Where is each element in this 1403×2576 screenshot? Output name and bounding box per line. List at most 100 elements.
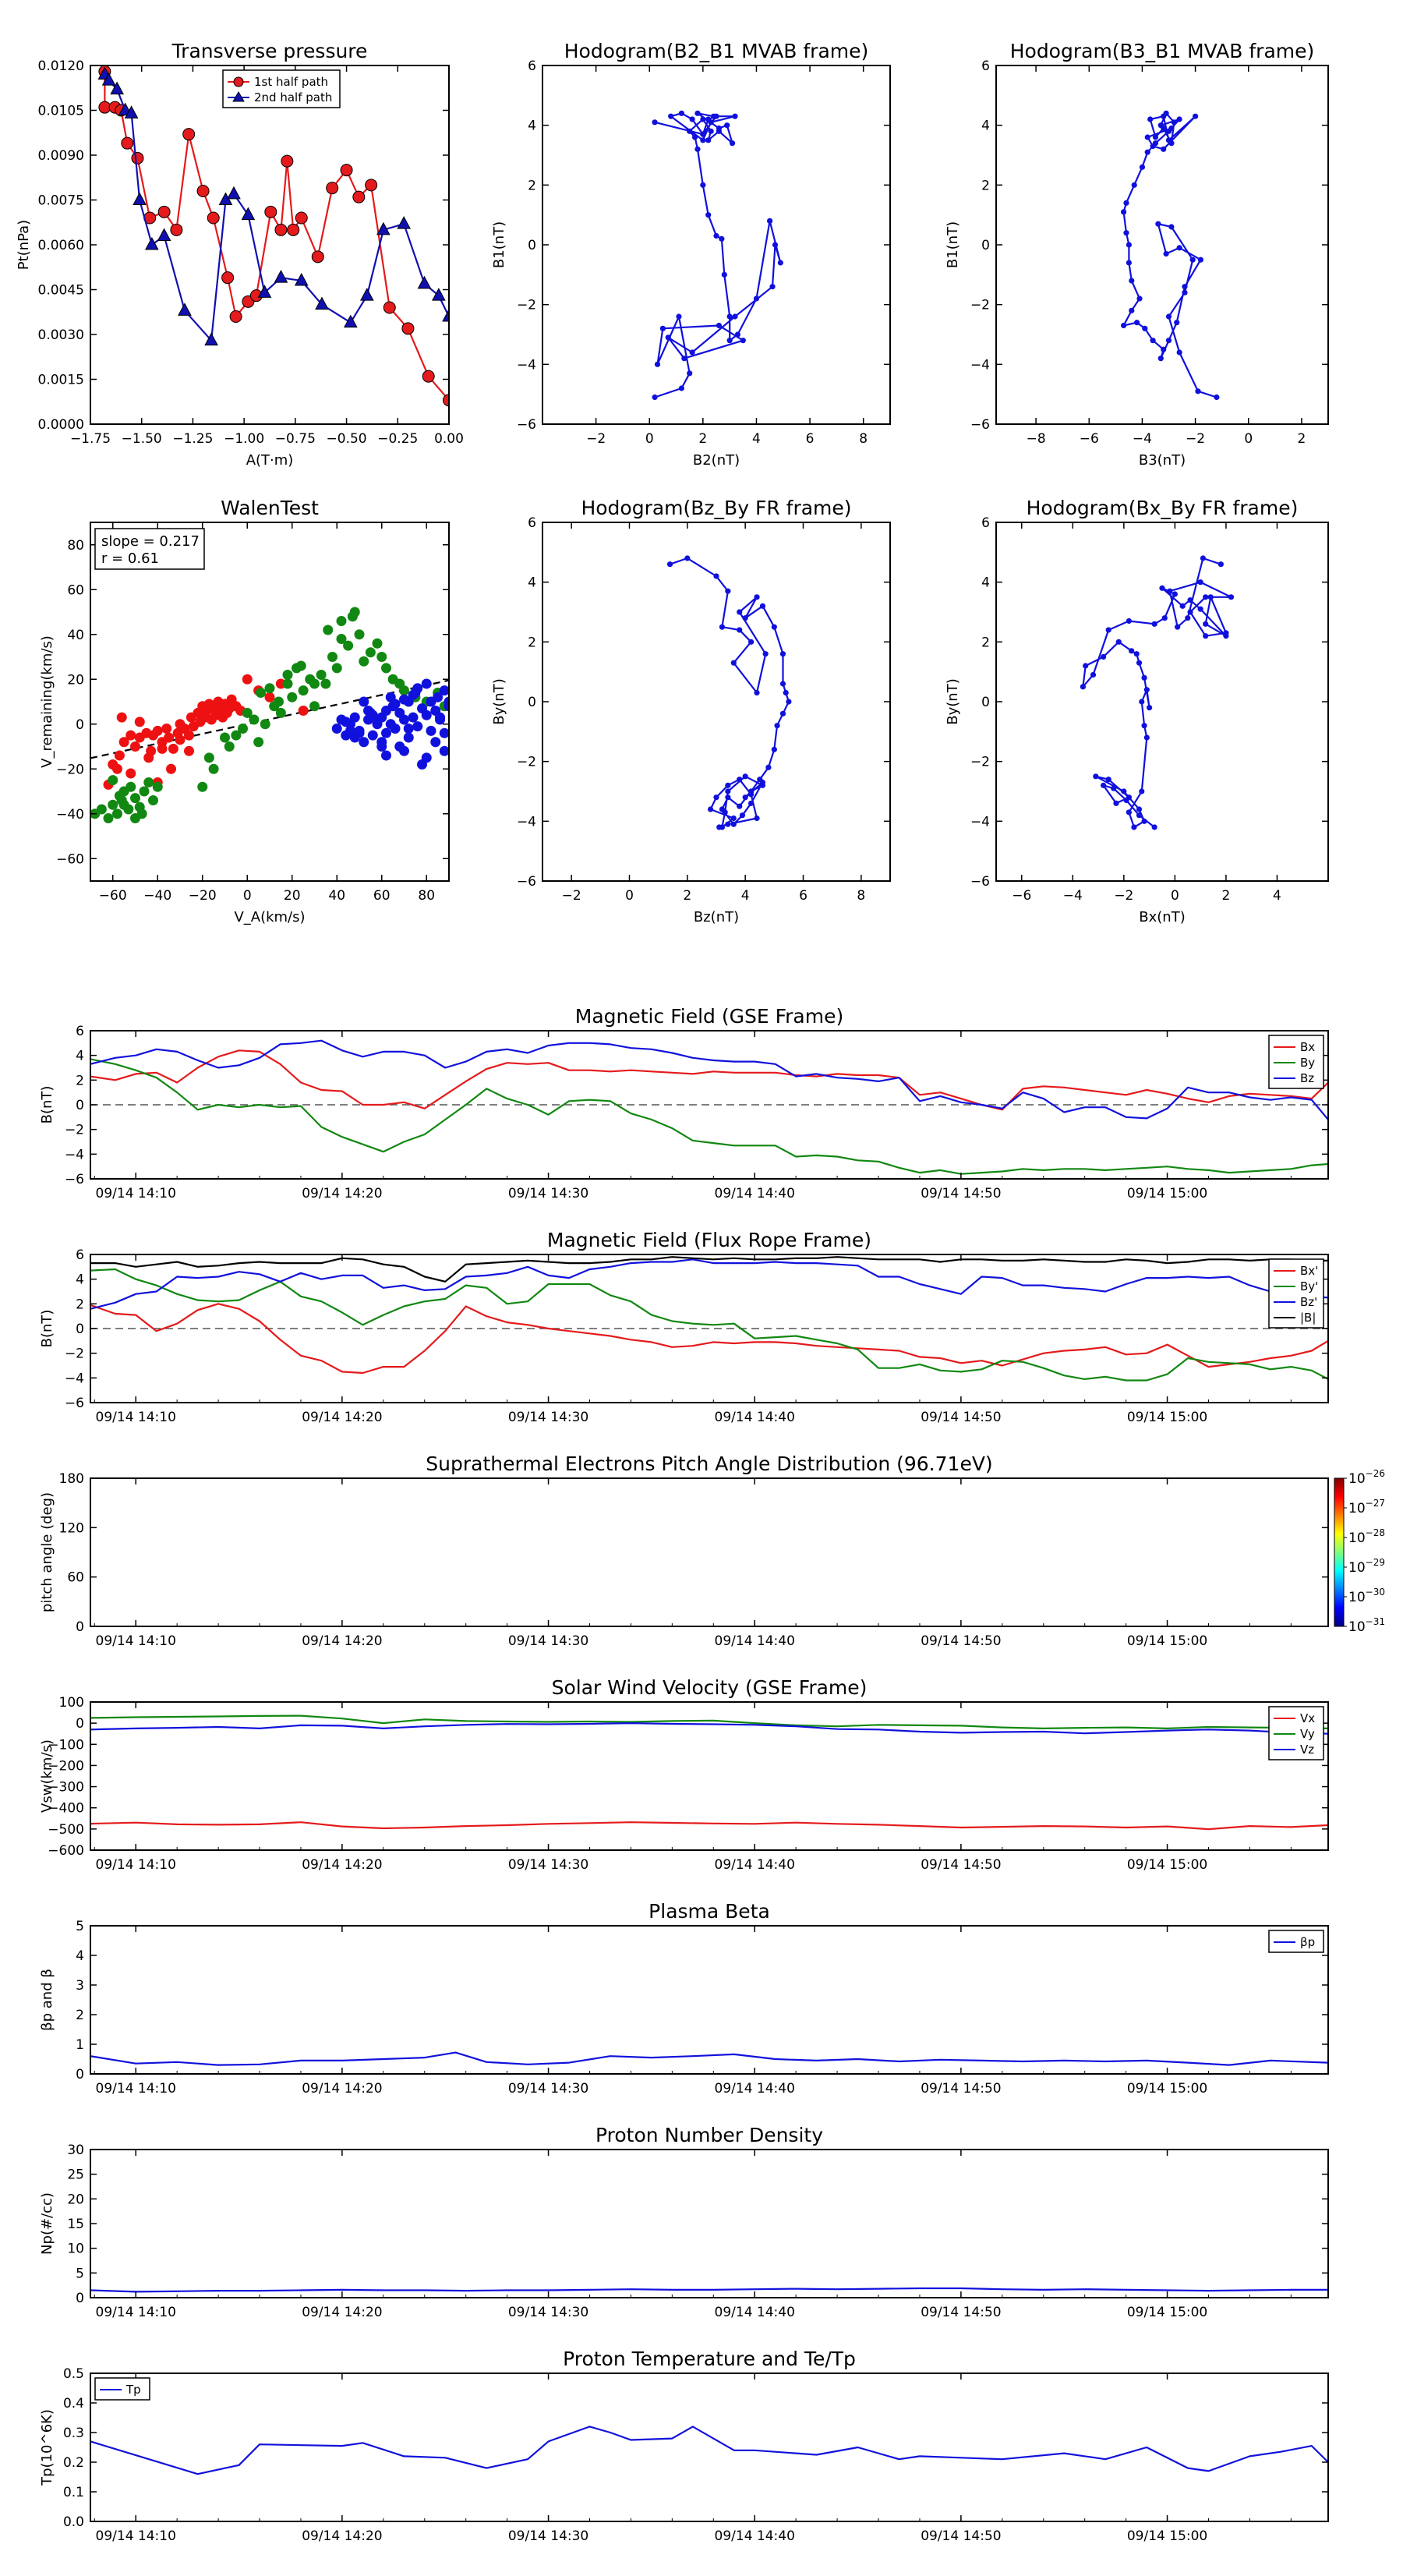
data-point	[1171, 119, 1177, 126]
data-point	[1126, 260, 1132, 266]
data-point	[666, 561, 673, 568]
series-bz-by	[666, 555, 792, 830]
x-tick-label: 09/14 14:50	[921, 1857, 1001, 1873]
data-point	[1131, 824, 1137, 830]
series-line	[90, 1049, 1328, 1111]
y-tick-label: −6	[65, 1172, 84, 1187]
data-point	[443, 394, 449, 407]
data-point	[166, 763, 176, 774]
data-point	[1157, 356, 1164, 362]
x-tick-label: 09/14 14:30	[508, 1410, 588, 1425]
y-axis-label: pitch angle (deg)	[39, 1492, 55, 1612]
data-point	[1151, 621, 1157, 627]
data-point	[777, 260, 783, 266]
x-tick-label: −2	[1186, 431, 1205, 447]
x-tick-label: −1.50	[122, 431, 162, 447]
x-tick-label: 0	[1244, 431, 1253, 447]
data-point	[1126, 809, 1132, 816]
data-point	[256, 688, 266, 698]
series-vz	[90, 1722, 1328, 1735]
data-point	[224, 741, 235, 752]
data-point	[1147, 116, 1154, 122]
data-point	[311, 250, 324, 264]
x-tick-label: 09/14 14:10	[96, 2081, 176, 2097]
y-tick-label: 20	[67, 672, 84, 688]
data-point	[1139, 699, 1145, 705]
x-tick-label: 0	[243, 888, 252, 904]
data-point	[444, 696, 449, 707]
data-point	[765, 764, 772, 770]
data-point	[1144, 149, 1150, 155]
data-point	[421, 678, 432, 689]
y-axis-label: V_remaining(km/s)	[39, 635, 55, 768]
data-point	[779, 681, 786, 687]
data-point	[168, 743, 178, 754]
data-point	[103, 813, 114, 823]
x-axis-label: B2(nT)	[693, 452, 740, 469]
x-tick-label: 09/14 14:20	[302, 1410, 382, 1425]
data-point	[130, 741, 140, 752]
data-point	[725, 788, 731, 794]
series-tp	[90, 2426, 1328, 2475]
data-point	[700, 182, 706, 188]
y-tick-label: 0	[528, 238, 536, 253]
data-point	[349, 712, 360, 723]
data-point	[242, 707, 253, 718]
data-point	[227, 186, 241, 200]
legend-label: By	[1300, 1056, 1315, 1070]
x-tick-label: −2	[586, 431, 606, 447]
data-point	[705, 137, 712, 143]
data-point	[157, 743, 168, 754]
x-tick-label: 09/14 14:30	[508, 2305, 588, 2320]
x-tick-label: 09/14 15:00	[1127, 1186, 1207, 1201]
data-point	[178, 303, 192, 316]
data-point	[116, 712, 127, 723]
data-point	[1187, 609, 1193, 615]
x-tick-label: 09/14 14:30	[508, 2528, 588, 2544]
data-point	[118, 799, 129, 810]
colorbar-exponent: −30	[1366, 1587, 1385, 1598]
data-point	[399, 685, 409, 696]
data-point	[730, 815, 737, 822]
data-point	[134, 717, 145, 727]
data-point	[242, 674, 253, 685]
data-point	[691, 134, 698, 140]
data-point	[1168, 125, 1175, 132]
series-line	[90, 1722, 1328, 1735]
x-tick-label: 2	[1298, 431, 1306, 447]
legend-label: By'	[1300, 1279, 1318, 1293]
data-point	[112, 763, 122, 774]
y-tick-label: 0.0120	[38, 58, 84, 74]
series--p	[90, 2051, 1328, 2066]
data-point	[112, 809, 122, 819]
data-point	[403, 724, 414, 734]
x-tick-label: 09/14 15:00	[1127, 2305, 1207, 2320]
data-point	[336, 634, 347, 644]
y-tick-label: 0.0090	[38, 148, 84, 164]
data-point	[771, 746, 777, 752]
data-point	[221, 271, 235, 285]
data-point	[739, 812, 746, 819]
data-point	[1161, 146, 1167, 152]
data-point	[1161, 615, 1168, 621]
x-tick-label: 09/14 14:50	[921, 1633, 1001, 1649]
panel-hodogram-b2-b1: −6 −4 −2 0 2 4 6 −2 0 2 4 6 8 Hodogram(B2_B1 MVAB fra…	[491, 40, 891, 469]
data-point	[298, 685, 309, 696]
data-point	[1080, 684, 1087, 690]
x-tick-label: −0.50	[327, 431, 367, 447]
data-point	[748, 639, 755, 645]
data-point	[372, 638, 383, 649]
plot-area	[1080, 555, 1235, 830]
data-point	[282, 678, 293, 689]
x-tick-label: 09/14 15:00	[1127, 1410, 1207, 1425]
chart-title: Magnetic Field (Flux Rope Frame)	[547, 1229, 871, 1251]
x-tick-label: 09/14 14:50	[921, 1186, 1001, 1201]
y-tick-label: 0	[76, 2067, 84, 2082]
data-point	[294, 272, 309, 286]
chart-title: Plasma Beta	[648, 1900, 770, 1923]
data-point	[1141, 818, 1147, 824]
data-point	[694, 146, 701, 152]
data-point	[1136, 295, 1143, 302]
y-tick-label: −4	[517, 357, 536, 373]
x-tick-label: 09/14 14:40	[715, 2528, 795, 2544]
